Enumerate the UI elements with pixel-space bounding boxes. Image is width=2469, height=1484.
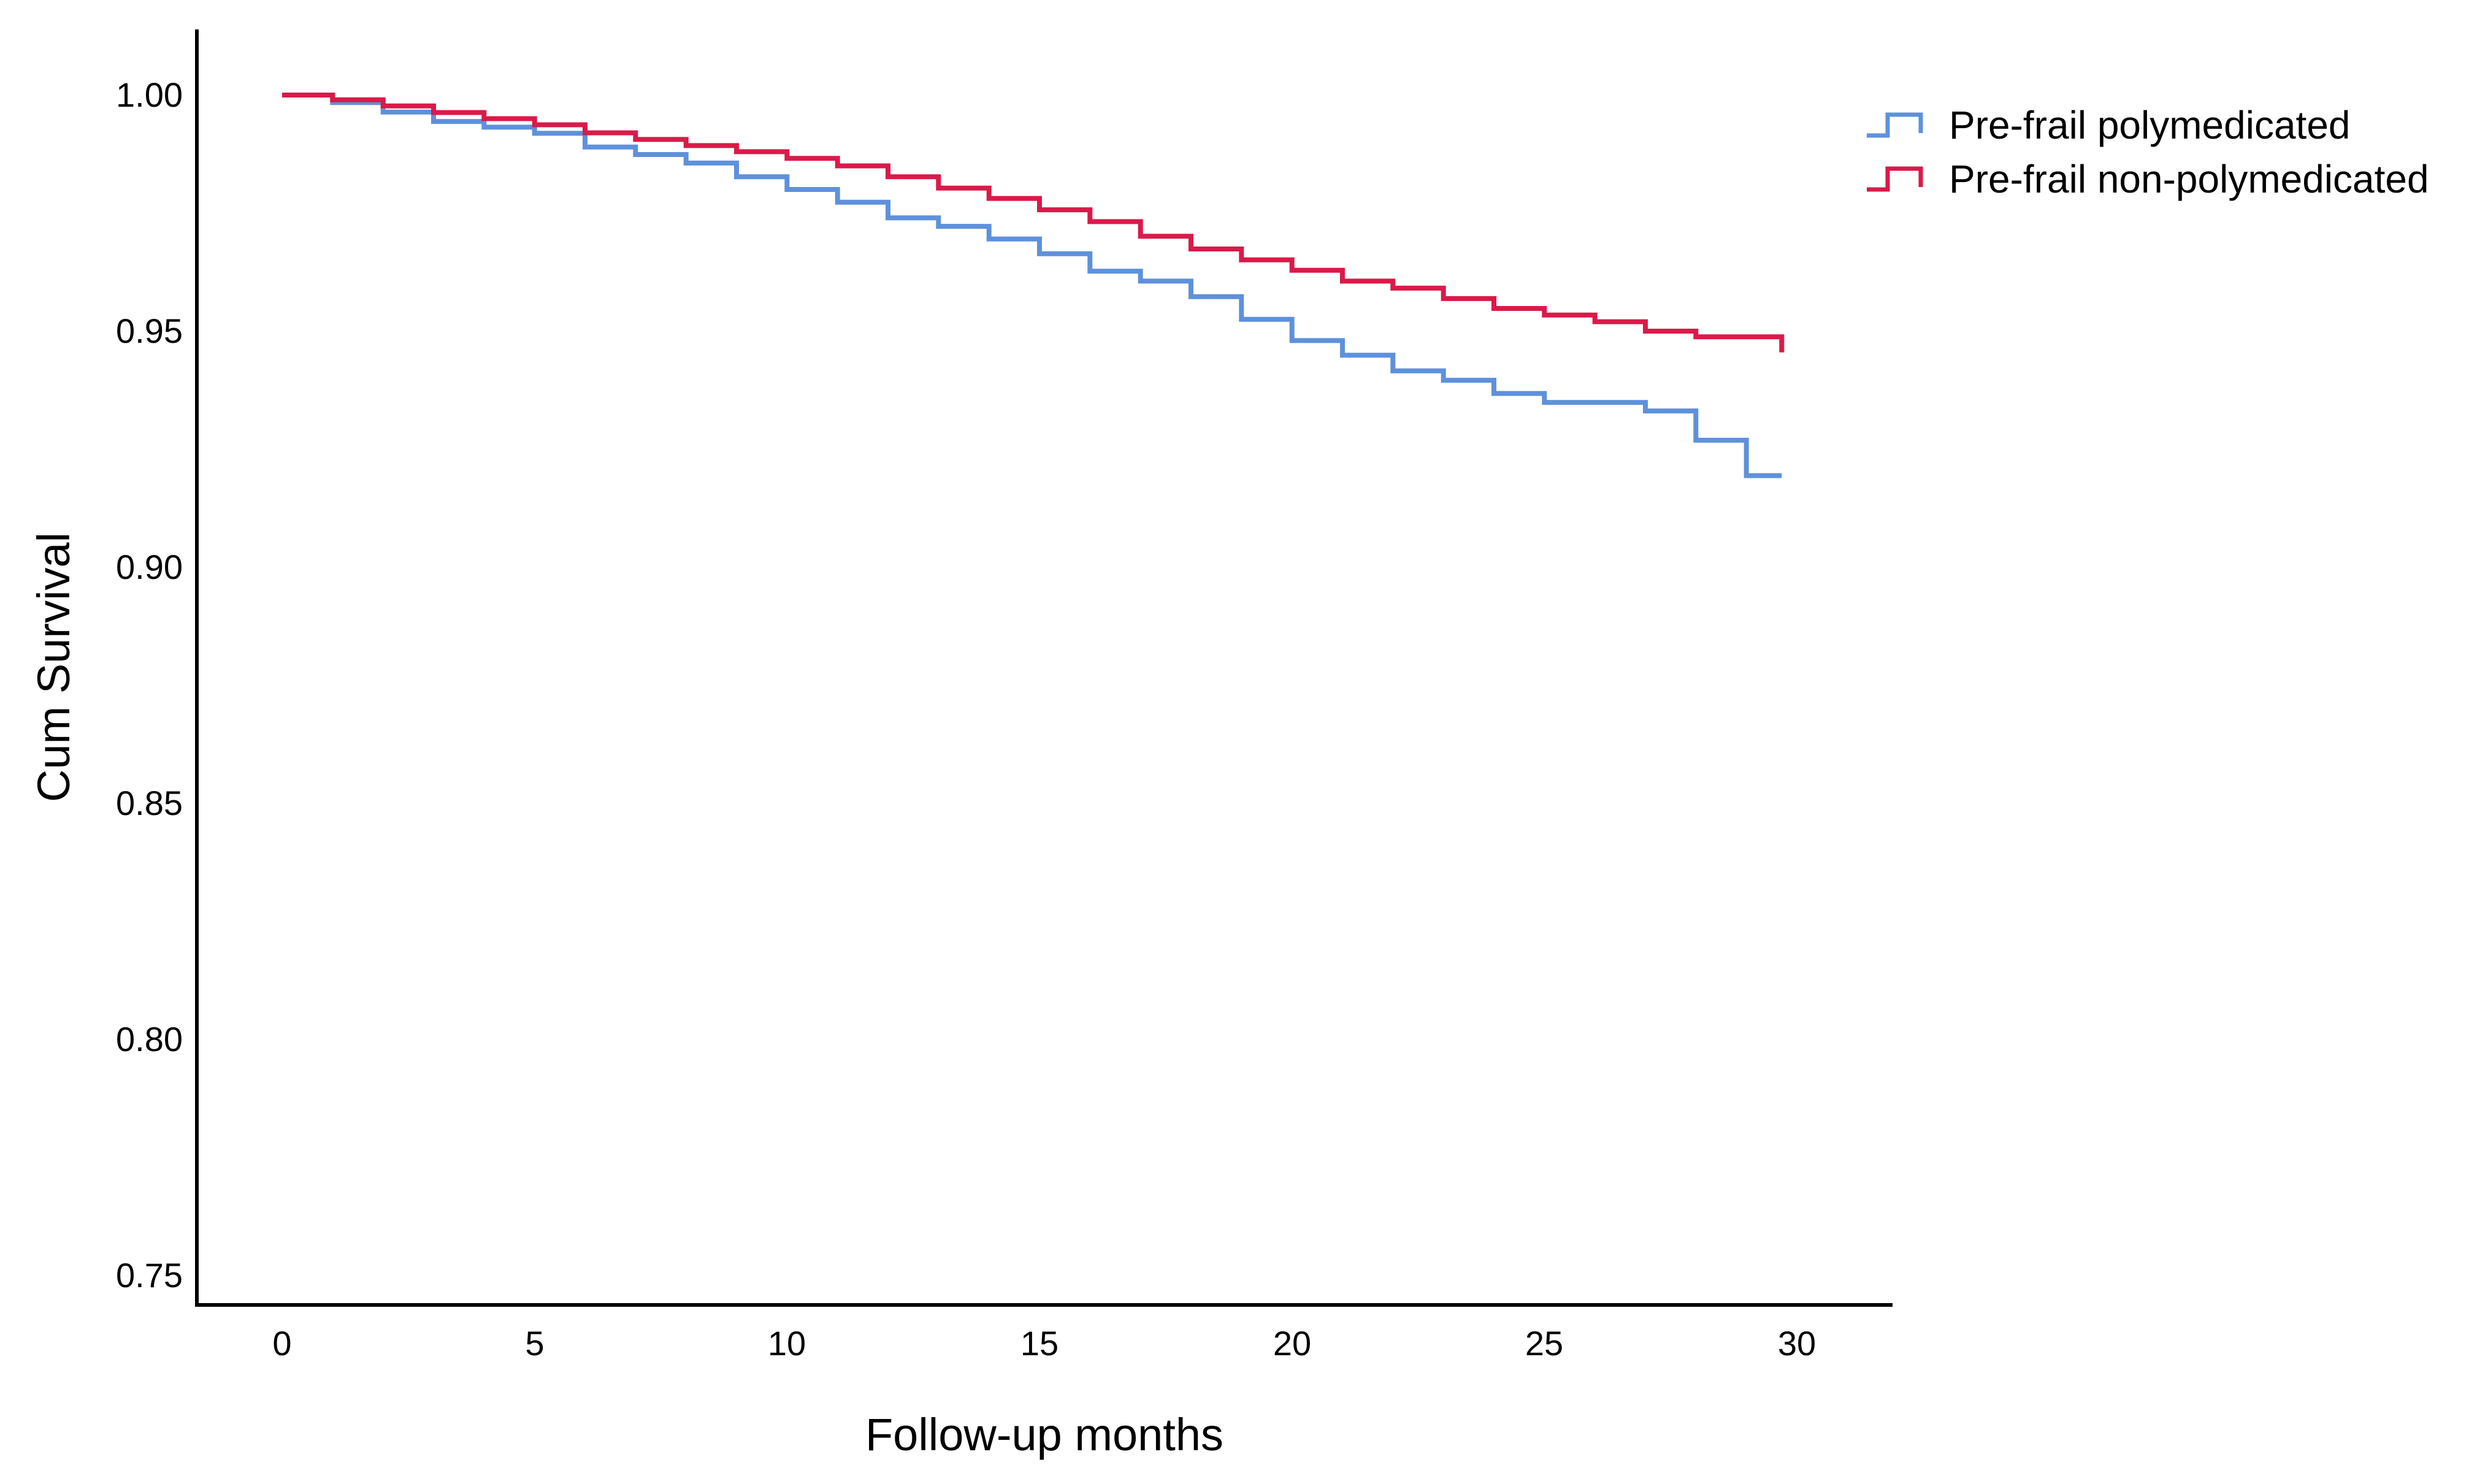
- y-tick-label-2: 0.90: [116, 548, 183, 586]
- step-line-icon: [1867, 166, 1923, 192]
- y-tick-label-3: 0.85: [116, 784, 183, 822]
- step-line-icon: [1867, 112, 1923, 138]
- legend-label: Pre-frail non-polymedicated: [1949, 157, 2429, 201]
- x-tick-label-0: 0: [272, 1324, 292, 1363]
- curve-prefrail-non-polymedicated: [282, 93, 1785, 353]
- y-tick-label-1: 0.95: [116, 312, 183, 350]
- x-tick-label-2: 10: [767, 1324, 806, 1363]
- survival-curves: [282, 93, 1785, 478]
- y-tick-label-0: 1.00: [116, 75, 183, 114]
- legend-item-prefrail-polymedicated: Pre-frail polymedicated: [1864, 103, 2429, 147]
- y-tick-label-5: 0.75: [116, 1256, 183, 1295]
- x-tick-label-5: 25: [1525, 1324, 1564, 1363]
- x-tick-label-4: 20: [1273, 1324, 1312, 1363]
- y-tick-label-4: 0.80: [116, 1020, 183, 1058]
- axes-lines: [195, 29, 1893, 1307]
- x-tick-label-1: 5: [525, 1324, 545, 1363]
- x-tick-label-3: 15: [1020, 1324, 1059, 1363]
- y-axis-title: Cum Survival: [28, 532, 79, 802]
- legend-label: Pre-frail polymedicated: [1949, 103, 2351, 147]
- legend: Pre-frail polymedicated Pre-frail non-po…: [1864, 103, 2429, 201]
- legend-item-prefrail-non-polymedicated: Pre-frail non-polymedicated: [1864, 157, 2429, 201]
- x-axis-title: Follow-up months: [865, 1409, 1223, 1460]
- curve-prefrail-polymedicated: [282, 93, 1782, 478]
- x-tick-label-6: 30: [1777, 1324, 1816, 1363]
